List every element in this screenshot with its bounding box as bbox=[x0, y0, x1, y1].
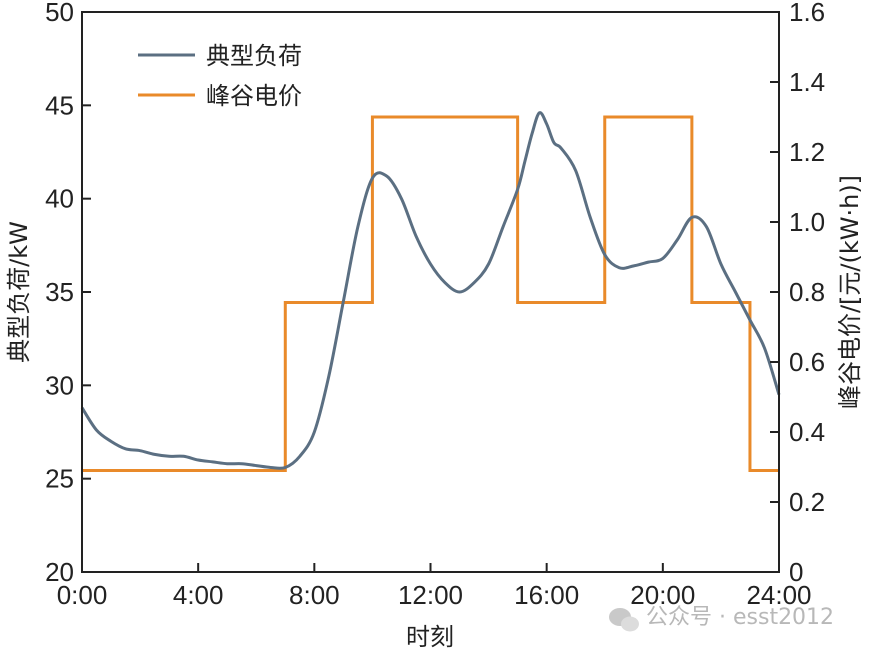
series-line-price bbox=[82, 115, 779, 472]
legend-label-price: 峰谷电价 bbox=[206, 82, 302, 110]
x-tick-label: 8:00 bbox=[289, 580, 340, 610]
x-tick-label: 20:00 bbox=[630, 580, 695, 610]
right-y-tick-label: 0 bbox=[789, 557, 803, 587]
right-y-tick-label: 0.8 bbox=[789, 277, 825, 307]
left-y-tick-label: 20 bbox=[45, 557, 74, 587]
right-y-tick-label: 1.6 bbox=[789, 0, 825, 27]
left-y-tick-label: 30 bbox=[45, 370, 74, 400]
watermark: 公众号 · esst2012 bbox=[609, 605, 834, 632]
right-y-tick-label: 1.4 bbox=[789, 67, 825, 97]
watermark-text: 公众号 · esst2012 bbox=[646, 605, 834, 630]
right-y-axis-title: 峰谷电价/[元/(kW·h)] bbox=[836, 175, 864, 409]
series-line-load bbox=[80, 111, 781, 470]
legend-label-load: 典型负荷 bbox=[206, 42, 302, 70]
x-tick-label: 4:00 bbox=[173, 580, 224, 610]
left-y-tick-label: 25 bbox=[45, 464, 74, 494]
wechat-icon bbox=[609, 608, 639, 632]
legend: 典型负荷 峰谷电价 bbox=[138, 42, 302, 110]
right-y-tick-label: 0.4 bbox=[789, 417, 825, 447]
right-y-tick-label: 1.2 bbox=[789, 137, 825, 167]
left-y-tick-label: 40 bbox=[45, 184, 74, 214]
right-y-tick-label: 0.2 bbox=[789, 487, 825, 517]
left-y-tick-label: 50 bbox=[45, 0, 74, 27]
x-tick-label: 24:00 bbox=[746, 580, 811, 610]
x-tick-label: 0:00 bbox=[57, 580, 108, 610]
left-y-tick-label: 35 bbox=[45, 277, 74, 307]
x-tick-label: 12:00 bbox=[398, 580, 463, 610]
left-y-tick-label: 45 bbox=[45, 90, 74, 120]
x-tick-label: 16:00 bbox=[514, 580, 579, 610]
right-y-tick-label: 1.0 bbox=[789, 207, 825, 237]
left-y-axis-title: 典型负荷/kW bbox=[5, 221, 33, 363]
x-axis-title: 时刻 bbox=[406, 623, 454, 651]
right-y-tick-label: 0.6 bbox=[789, 347, 825, 377]
